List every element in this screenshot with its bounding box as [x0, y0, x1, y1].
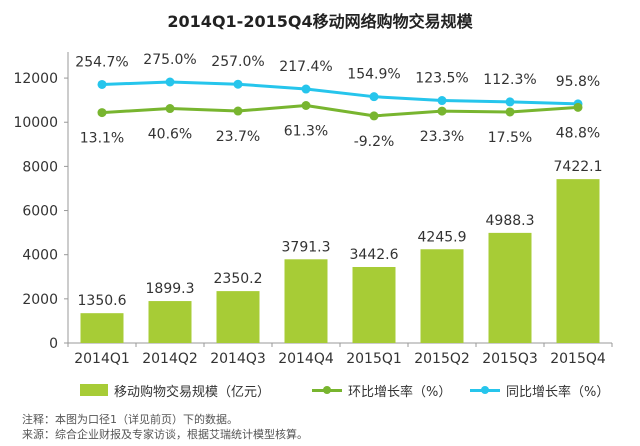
yoy-value-label: 254.7%: [75, 54, 128, 70]
yoy-point: [233, 79, 243, 89]
bar: [80, 313, 124, 343]
y-tick-label: 6000: [22, 204, 58, 220]
qoq-value-label: 48.8%: [556, 125, 600, 141]
qoq-point: [369, 111, 379, 121]
bar-value-label: 1350.6: [78, 293, 127, 309]
qoq-point: [233, 106, 243, 116]
x-tick-label: 2015Q2: [414, 351, 470, 367]
x-tick-label: 2014Q2: [142, 351, 198, 367]
bar: [488, 232, 532, 343]
qoq-point: [573, 102, 583, 112]
yoy-point: [165, 77, 175, 87]
legend-label-qoq: 环比增长率（%）: [348, 384, 452, 400]
yoy-value-label: 112.3%: [483, 72, 536, 88]
yoy-point: [97, 79, 107, 89]
yoy-value-label: 95.8%: [556, 74, 600, 90]
qoq-value-label: 23.7%: [216, 129, 260, 145]
yoy-value-label: 123.5%: [415, 71, 468, 87]
bar-value-label: 4245.9: [418, 229, 467, 245]
qoq-value-label: 23.3%: [420, 129, 464, 145]
x-tick-label: 2014Q4: [278, 351, 334, 367]
qoq-value-label: 17.5%: [488, 130, 532, 146]
legend-item-yoy: 同比增长率（%）: [470, 380, 609, 400]
qoq-point: [301, 101, 311, 110]
qoq-point: [165, 104, 175, 114]
x-tick-label: 2014Q3: [210, 351, 266, 367]
bar: [284, 259, 328, 343]
yoy-point: [369, 92, 379, 102]
yoy-value-label: 257.0%: [211, 54, 264, 70]
chart-notes: 注释：本图为口径1（详见前页）下的数据。 来源：综合企业财报及专家访谈，根据艾瑞…: [22, 412, 308, 442]
bar-value-label: 1899.3: [146, 281, 195, 297]
yoy-point: [301, 84, 311, 94]
qoq-point: [97, 108, 107, 118]
qoq-value-label: 40.6%: [148, 127, 192, 143]
qoq-value-label: 61.3%: [284, 124, 328, 140]
legend-label-volume: 移动购物交易规模（亿元）: [114, 384, 271, 400]
x-tick-label: 2015Q1: [346, 351, 402, 367]
source-text: 来源：综合企业财报及专家访谈，根据艾瑞统计模型核算。: [22, 428, 308, 441]
yoy-point: [505, 97, 515, 107]
yoy-value-label: 154.9%: [347, 67, 400, 83]
yoy-point: [437, 96, 447, 106]
bar-value-label: 3791.3: [282, 239, 331, 255]
legend-item-qoq: 环比增长率（%）: [312, 380, 451, 400]
bar-value-label: 3442.6: [350, 247, 399, 263]
legend-swatch-volume: [80, 384, 108, 396]
qoq-value-label: 13.1%: [80, 131, 124, 147]
x-tick-label: 2015Q3: [482, 351, 538, 367]
y-tick-label: 10000: [13, 115, 58, 131]
qoq-line: [101, 104, 579, 118]
qoq-point: [437, 106, 447, 116]
legend-label-yoy: 同比增长率（%）: [506, 384, 610, 400]
y-tick-label: 12000: [13, 71, 58, 87]
bar: [148, 301, 192, 343]
y-tick-label: 2000: [22, 292, 58, 308]
legend-item-volume: 移动购物交易规模（亿元）: [80, 380, 270, 400]
qoq-point: [505, 107, 515, 117]
note-text: 注释：本图为口径1（详见前页）下的数据。: [22, 413, 238, 426]
y-tick-label: 4000: [22, 248, 58, 264]
bar: [216, 291, 260, 343]
yoy-value-label: 217.4%: [279, 59, 332, 75]
legend-swatch-qoq: [312, 384, 342, 396]
bar-value-label: 2350.2: [214, 271, 263, 287]
yoy-line: [101, 80, 579, 106]
y-tick-label: 0: [49, 336, 58, 352]
y-tick-label: 8000: [22, 159, 58, 175]
yoy-value-label: 275.0%: [143, 52, 196, 68]
chart-title: 2014Q1-2015Q4移动网络购物交易规模: [167, 12, 473, 31]
x-tick-label: 2015Q4: [550, 351, 606, 367]
bar: [556, 179, 600, 343]
bar-value-label: 7422.1: [554, 159, 603, 175]
bar-value-label: 4988.3: [486, 213, 535, 229]
chart-legend: 移动购物交易规模（亿元） 环比增长率（%） 同比增长率（%）: [0, 380, 640, 400]
x-tick-label: 2014Q1: [74, 351, 130, 367]
qoq-value-label: -9.2%: [354, 134, 395, 150]
bar: [420, 249, 464, 343]
bar: [352, 266, 396, 343]
legend-swatch-yoy: [470, 384, 500, 396]
